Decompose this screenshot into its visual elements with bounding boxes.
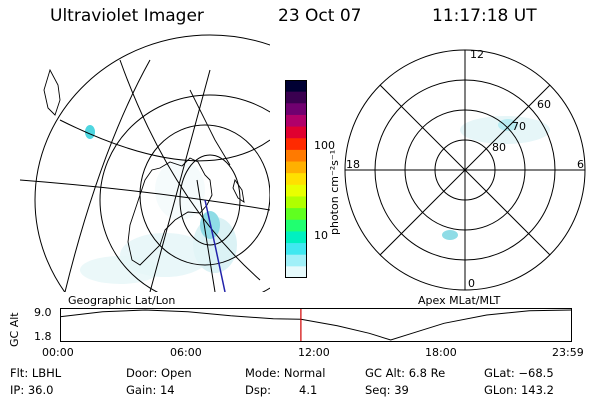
magnetic-map-label: Apex MLat/MLT bbox=[418, 294, 501, 307]
mlat-label-60: 60 bbox=[537, 98, 551, 111]
x-tick-1800: 18:00 bbox=[425, 346, 457, 359]
status-mode: Mode: Normal bbox=[245, 366, 326, 380]
status-filter: Flt: LBHL bbox=[10, 366, 62, 380]
lat-lon-grid bbox=[19, 34, 270, 292]
date-label: 23 Oct 07 bbox=[278, 6, 362, 26]
geographic-map bbox=[19, 34, 270, 292]
colorbar-band bbox=[285, 114, 307, 128]
colorbar-tick-10: 10 bbox=[314, 229, 328, 242]
status-door: Door: Open bbox=[126, 366, 192, 380]
colorbar-band bbox=[285, 243, 307, 256]
coastlines bbox=[43, 68, 245, 266]
colorbar-band bbox=[285, 126, 307, 139]
instrument-title: Ultraviolet Imager bbox=[50, 6, 204, 26]
colorbar-tick-100: 100 bbox=[314, 139, 335, 152]
colorbar-band bbox=[285, 80, 307, 93]
colorbar-gradient bbox=[285, 80, 307, 279]
mlt-label-12: 12 bbox=[470, 48, 484, 61]
colorbar-band bbox=[285, 184, 307, 198]
x-tick-0000: 00:00 bbox=[42, 346, 74, 359]
x-tick-0600: 06:00 bbox=[170, 346, 202, 359]
colorbar-band bbox=[285, 266, 307, 279]
colorbar-frame bbox=[285, 80, 307, 278]
colorbar-band bbox=[285, 173, 307, 186]
altitude-plot-frame bbox=[60, 308, 572, 342]
colorbar-band bbox=[285, 103, 307, 116]
geographic-map-label: Geographic Lat/Lon bbox=[68, 294, 176, 307]
altitude-ytick-max: 9.0 bbox=[34, 306, 52, 319]
status-glon: GLon: 143.2 bbox=[484, 383, 554, 397]
x-tick-2359: 23:59 bbox=[552, 346, 584, 359]
colorbar bbox=[285, 80, 307, 279]
colorbar-band bbox=[285, 149, 307, 163]
status-gain: Gain: 14 bbox=[126, 383, 175, 397]
colorbar-band bbox=[285, 161, 307, 174]
altitude-curve bbox=[60, 309, 572, 341]
colorbar-band bbox=[285, 208, 307, 221]
mlt-label-0: 0 bbox=[468, 277, 475, 290]
colorbar-band bbox=[285, 91, 307, 104]
colorbar-band bbox=[285, 196, 307, 209]
status-glat: GLat: −68.5 bbox=[484, 366, 554, 380]
status-seq: Seq: 39 bbox=[365, 383, 409, 397]
mlt-label-18: 18 bbox=[346, 158, 360, 171]
colorbar-band bbox=[285, 231, 307, 244]
mlat-label-70: 70 bbox=[512, 120, 526, 133]
x-tick-1200: 12:00 bbox=[298, 346, 330, 359]
colorbar-band bbox=[285, 138, 307, 151]
status-dsp-value: 4.1 bbox=[299, 383, 318, 397]
magnetic-map bbox=[344, 49, 586, 291]
mlt-label-6: 6 bbox=[577, 158, 584, 171]
status-ip: IP: 36.0 bbox=[10, 383, 54, 397]
status-gc-alt: GC Alt: 6.8 Re bbox=[365, 366, 446, 380]
altitude-plot bbox=[60, 308, 572, 342]
altitude-ytick-min: 1.8 bbox=[34, 330, 52, 343]
colorbar-band bbox=[285, 219, 307, 233]
time-label: 11:17:18 UT bbox=[432, 6, 537, 26]
emission-patches bbox=[80, 125, 237, 284]
satellite-track bbox=[204, 199, 226, 292]
colorbar-band bbox=[285, 254, 307, 267]
mlat-label-80: 80 bbox=[492, 141, 506, 154]
altitude-ylabel: GC Alt bbox=[8, 312, 21, 347]
status-dsp-label: Dsp: bbox=[245, 383, 272, 397]
meridian-line bbox=[196, 179, 216, 292]
mlat-grid bbox=[344, 49, 586, 291]
